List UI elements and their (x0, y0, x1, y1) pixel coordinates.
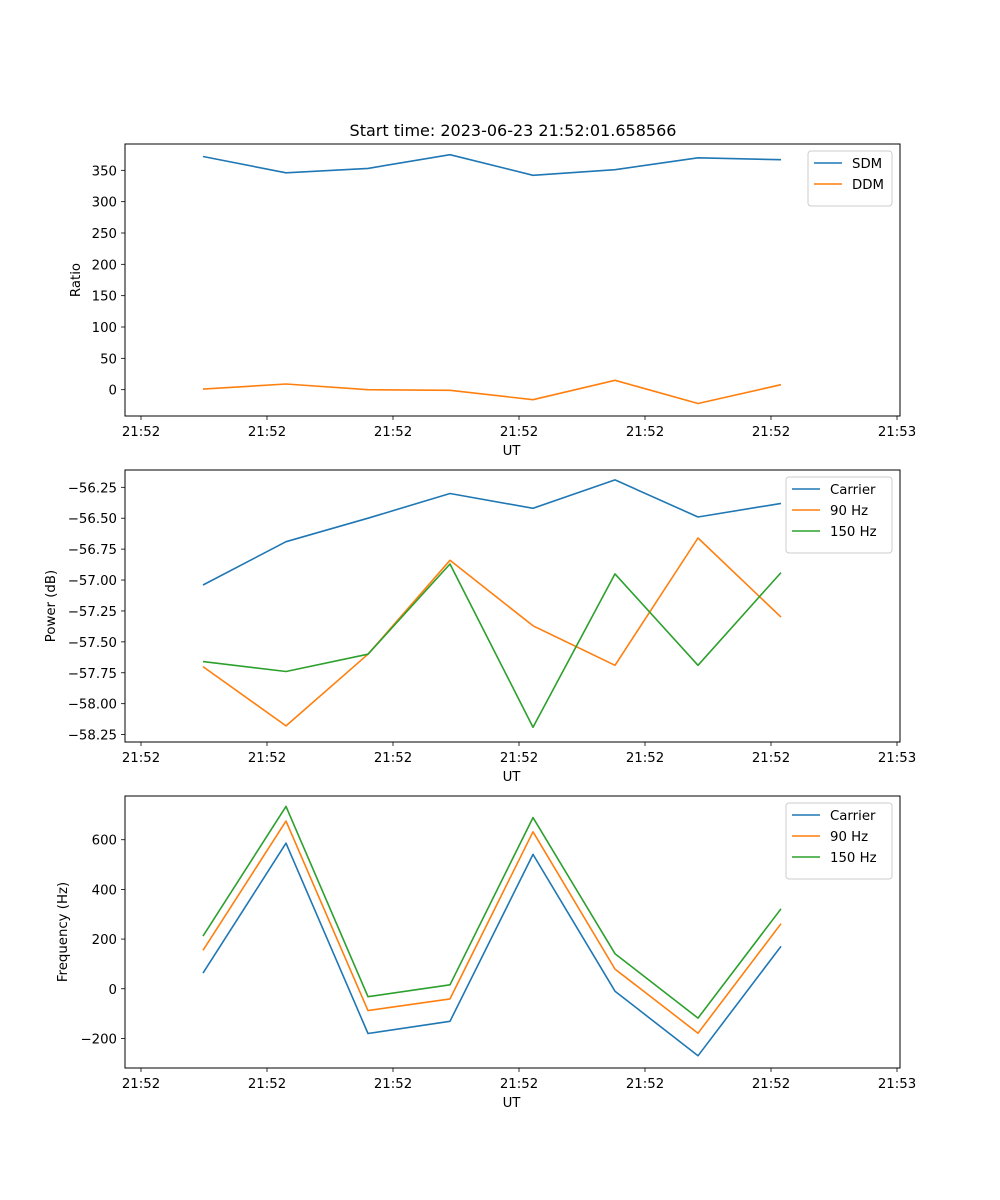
x-tick-label: 21:52 (752, 1077, 790, 1092)
legend-entry: SDM (852, 157, 882, 172)
x-tick-label: 21:52 (248, 751, 286, 766)
y-tick-label: 200 (92, 933, 117, 948)
chart-panel-1: 21:52 21:52 21:52 21:52 21:52 21:52 21:53 0 50 10… (69, 143, 916, 459)
chart-panel-2: 21:52 21:52 21:52 21:52 21:52 21:52 21:53 −58.2… (44, 469, 916, 785)
series-line-90-hz (202, 820, 782, 1034)
axes-frame (124, 469, 901, 743)
legend-entry: DDM (852, 178, 884, 193)
legend-entry: 150 Hz (830, 851, 877, 866)
y-tick-label: −57.75 (68, 667, 117, 682)
series-line-ddm (202, 379, 782, 405)
y-tick-label: 250 (92, 227, 117, 242)
y-tick-label: 100 (92, 321, 117, 336)
series-line-carrier (202, 842, 782, 1057)
y-tick-label: −57.50 (68, 636, 117, 651)
x-tick-label: 21:52 (752, 751, 790, 766)
legend-entry: 90 Hz (830, 830, 868, 845)
y-tick-label: 400 (92, 883, 117, 898)
legend-entry: 150 Hz (830, 525, 877, 540)
y-tick-label: −57.25 (68, 605, 117, 620)
y-tick-label: −200 (80, 1032, 117, 1047)
legend: Carrier 90 Hz 150 Hz (785, 476, 893, 554)
y-tick-label: 300 (92, 196, 117, 211)
series-line-150-hz (202, 805, 782, 1019)
x-tick-label: 21:52 (626, 1077, 664, 1092)
x-tick-label: 21:52 (248, 425, 286, 440)
y-tick-label: 600 (92, 834, 117, 849)
x-axis-label: UT (503, 1096, 522, 1111)
legend-box (785, 802, 893, 880)
y-axis-label: Ratio (69, 263, 84, 297)
x-tick-label: 21:52 (500, 1077, 538, 1092)
y-tick-label: 0 (109, 384, 117, 399)
legend-entry: Carrier (830, 483, 876, 498)
legend: SDM DDM (807, 150, 893, 207)
y-tick-label: 0 (109, 983, 117, 998)
y-tick-label: 150 (92, 290, 117, 305)
x-tick-label: 21:53 (878, 425, 916, 440)
legend-box (785, 476, 893, 554)
x-tick-label: 21:52 (374, 425, 412, 440)
axes-frame (124, 795, 901, 1069)
x-tick-label: 21:52 (122, 425, 160, 440)
x-tick-label: 21:52 (374, 1077, 412, 1092)
x-tick-label: 21:52 (122, 1077, 160, 1092)
x-tick-label: 21:53 (878, 751, 916, 766)
y-tick-label: 50 (100, 352, 117, 367)
y-tick-label: 350 (92, 164, 117, 179)
legend-entry: 90 Hz (830, 504, 868, 519)
x-axis-label: UT (503, 444, 522, 459)
y-tick-label: −58.25 (68, 729, 117, 744)
y-tick-label: 200 (92, 258, 117, 273)
legend-entry: Carrier (830, 809, 876, 824)
x-tick-label: 21:52 (500, 425, 538, 440)
y-axis-label: Power (dB) (44, 570, 59, 642)
series-line-90-hz (202, 537, 782, 727)
chart-panels: 21:52 21:52 21:52 21:52 21:52 21:52 21:53 0 50 10… (44, 143, 916, 1111)
y-tick-label: −57.00 (68, 574, 117, 589)
x-tick-label: 21:52 (122, 751, 160, 766)
y-tick-label: −56.75 (68, 543, 117, 558)
x-tick-label: 21:53 (878, 1077, 916, 1092)
x-axis-label: UT (503, 770, 522, 785)
series-line-150-hz (202, 563, 782, 729)
series-line-carrier (202, 479, 782, 586)
y-tick-label: −58.00 (68, 698, 117, 713)
x-tick-label: 21:52 (626, 425, 664, 440)
x-tick-label: 21:52 (752, 425, 790, 440)
chart-panel-3: 21:52 21:52 21:52 21:52 21:52 21:52 21:53 −200 0… (56, 795, 916, 1111)
legend: Carrier 90 Hz 150 Hz (785, 802, 893, 880)
x-tick-label: 21:52 (374, 751, 412, 766)
x-tick-label: 21:52 (500, 751, 538, 766)
x-tick-label: 21:52 (248, 1077, 286, 1092)
legend-box (807, 150, 893, 207)
y-axis-label: Frequency (Hz) (56, 882, 71, 982)
y-tick-label: −56.50 (68, 512, 117, 527)
figure-title: Start time: 2023-06-23 21:52:01.658566 (350, 121, 677, 140)
y-tick-label: −56.25 (68, 481, 117, 496)
axes-frame (124, 143, 901, 417)
series-line-sdm (202, 153, 782, 177)
x-tick-label: 21:52 (626, 751, 664, 766)
